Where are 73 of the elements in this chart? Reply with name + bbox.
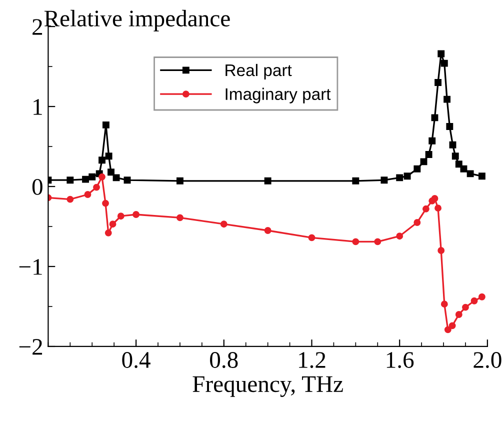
point	[478, 293, 486, 300]
point	[431, 114, 438, 122]
point	[396, 174, 404, 182]
point	[374, 238, 382, 246]
point	[352, 177, 360, 184]
point	[470, 297, 478, 304]
point	[66, 176, 74, 184]
point	[66, 196, 74, 203]
y-tick-label: 2	[32, 19, 42, 35]
point	[117, 212, 124, 220]
point	[420, 158, 428, 166]
legend-label: Real part	[226, 64, 292, 80]
x-tick-label: 1.6	[386, 352, 414, 368]
point	[434, 204, 442, 212]
point	[425, 151, 432, 158]
point	[440, 300, 448, 308]
x-tick-label: 1.2	[299, 352, 326, 368]
point	[444, 96, 451, 103]
point	[264, 177, 272, 184]
point	[176, 214, 184, 222]
point	[462, 304, 469, 311]
point	[428, 137, 436, 144]
point	[422, 205, 430, 212]
point	[446, 123, 454, 130]
point	[220, 220, 228, 228]
point	[452, 152, 459, 160]
y-tick-label: 1	[34, 99, 42, 115]
point	[440, 60, 448, 67]
point	[448, 322, 456, 330]
point	[308, 234, 316, 242]
point	[438, 247, 445, 254]
point	[478, 172, 486, 180]
point	[108, 168, 114, 176]
point	[455, 160, 462, 168]
point	[380, 176, 388, 184]
point	[102, 121, 110, 128]
point	[102, 200, 109, 207]
point	[434, 79, 442, 86]
point	[431, 195, 438, 202]
point	[93, 184, 100, 191]
point	[444, 326, 452, 334]
y-tick-label: −2	[19, 339, 42, 355]
x-tick-label: 2.0	[474, 352, 502, 368]
y-axis-title: Relative impedance	[44, 10, 230, 32]
point	[88, 173, 96, 180]
legend-label: Imaginary part	[226, 88, 331, 104]
point	[414, 219, 421, 226]
point	[176, 177, 184, 184]
point	[438, 50, 445, 58]
point	[98, 173, 106, 180]
point	[112, 174, 120, 182]
point	[352, 238, 360, 246]
point	[82, 176, 89, 183]
y-tick-label: −1	[19, 259, 42, 275]
point	[396, 232, 404, 240]
point	[98, 156, 106, 164]
point	[132, 211, 140, 218]
point	[466, 170, 474, 178]
point	[109, 220, 116, 228]
point	[455, 311, 462, 318]
point	[449, 141, 456, 148]
x-axis-title: Frequency, THz	[192, 376, 343, 397]
x-tick-label: 0.8	[210, 352, 238, 368]
point	[404, 172, 411, 180]
point	[414, 165, 421, 172]
point	[124, 176, 131, 184]
point	[460, 165, 468, 172]
point	[264, 227, 272, 234]
point	[104, 229, 112, 236]
point	[105, 152, 112, 160]
y-tick-label: 0	[32, 178, 42, 195]
x-tick-label: 0.4	[122, 352, 150, 368]
point	[84, 191, 92, 198]
